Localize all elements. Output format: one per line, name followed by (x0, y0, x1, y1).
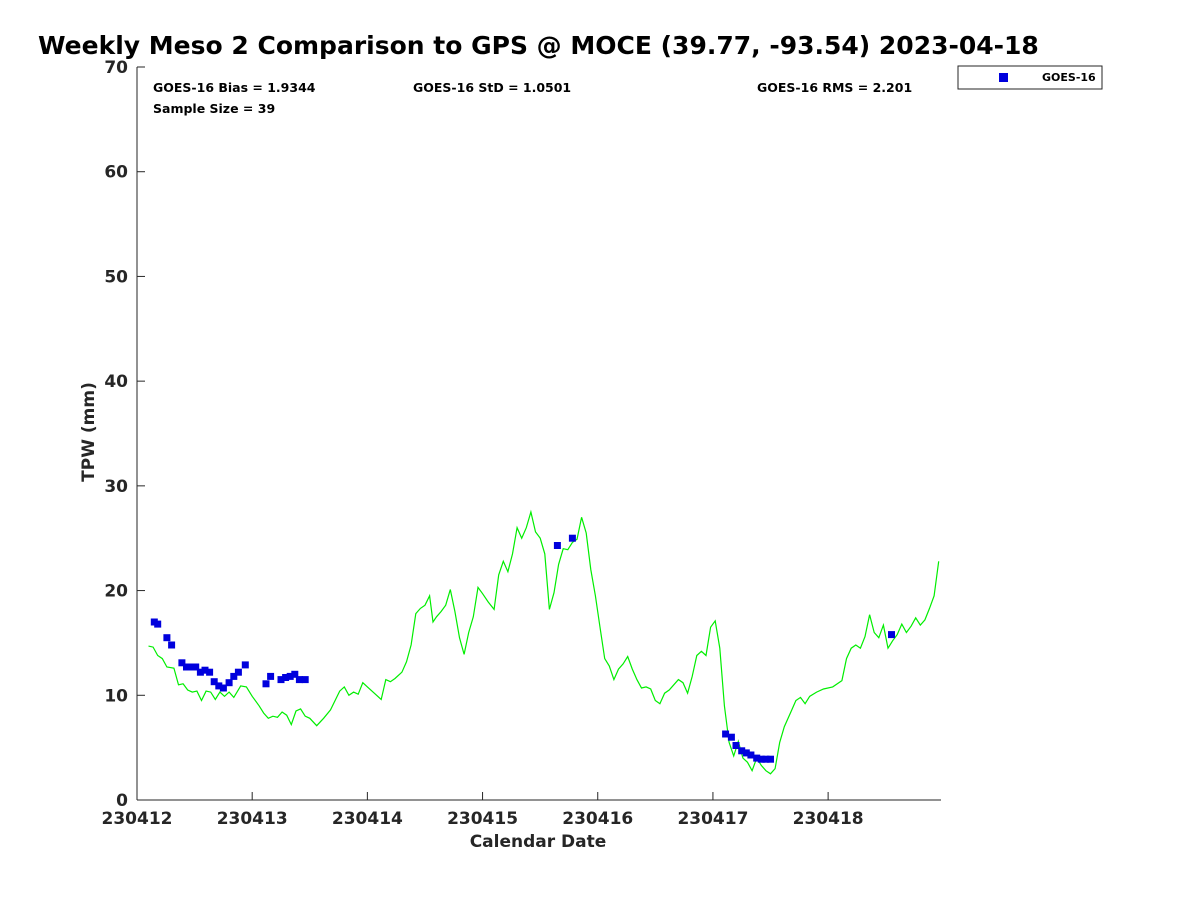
legend-marker-goes16 (999, 73, 1008, 82)
goes-16-point (553, 542, 561, 549)
legend-label-goes16: GOES-16 (1042, 71, 1096, 84)
goes-16-point (163, 634, 171, 642)
bias-stat: GOES-16 Bias = 1.9344 (153, 80, 316, 95)
goes-16-point (277, 676, 285, 684)
gps-line (148, 509, 940, 775)
y-tick-label: 10 (104, 686, 128, 706)
goes-16-point (762, 755, 770, 763)
goes-16-point (215, 682, 223, 690)
goes-16-point (196, 668, 204, 676)
goes-16-point (178, 659, 186, 667)
x-tick-label: 230412 (102, 809, 173, 829)
legend-box (957, 65, 1103, 90)
x-tick-label: 230415 (447, 809, 518, 829)
x-tick-label: 230418 (793, 809, 864, 829)
goes-16-point (187, 663, 195, 671)
goes-16-point (241, 661, 249, 669)
y-tick-label: 30 (104, 477, 128, 497)
x-tick-label: 230414 (332, 809, 403, 829)
std-stat: GOES-16 StD = 1.0501 (413, 80, 571, 95)
goes-16-point (286, 672, 294, 680)
goes-16-point (767, 755, 774, 763)
sample-size-stat: Sample Size = 39 (153, 101, 275, 116)
goes-16-point (225, 679, 233, 687)
goes-16-point (301, 676, 309, 684)
goes-16-point (888, 631, 895, 639)
y-axis-label: TPW (mm) (79, 382, 99, 482)
legend: GOES-16 (957, 65, 1103, 90)
goes-16-point (732, 742, 740, 749)
plot-area (148, 509, 940, 775)
goes-16-point (230, 672, 238, 680)
x-tick-label: 230416 (562, 809, 633, 829)
goes-16-point (192, 663, 200, 671)
y-tick-label: 50 (104, 267, 128, 287)
goes-16-point (201, 666, 209, 674)
goes-16-point (747, 751, 755, 759)
x-tick-label: 230417 (677, 809, 748, 829)
goes-16-point (722, 730, 730, 738)
goes-16-point (262, 680, 270, 688)
x-tick-label: 230413 (217, 809, 288, 829)
goes-16-point (738, 747, 746, 755)
goes-16-point (154, 620, 162, 628)
y-tick-label: 20 (104, 582, 128, 602)
goes-16-point (753, 754, 761, 762)
goes-16-point (568, 534, 576, 542)
goes-16-point (757, 755, 765, 763)
axes: 0 10 20 30 40 50 60 70 230412 230413 230414 230415 2… (102, 58, 941, 829)
goes-16-point (210, 678, 218, 686)
goes-16-point (219, 684, 227, 692)
y-tick-label: 60 (104, 163, 128, 183)
goes-16-point (206, 668, 214, 676)
x-axis-label: Calendar Date (470, 832, 607, 852)
goes-16-point (234, 668, 242, 676)
y-tick-label: 40 (104, 372, 128, 392)
goes-16-point (282, 674, 290, 681)
rms-stat: GOES-16 RMS = 2.201 (757, 80, 912, 95)
y-tick-label: 70 (104, 58, 128, 78)
goes-16-point (183, 663, 190, 671)
y-tick-label: 0 (116, 791, 128, 811)
chart-title: Weekly Meso 2 Comparison to GPS @ MOCE (… (38, 31, 1039, 60)
goes-16-point (267, 672, 275, 680)
goes-16-point (295, 676, 303, 684)
goes-16-point (291, 670, 299, 678)
goes-16-point (168, 641, 176, 649)
goes-16-point (727, 733, 735, 741)
goes-16-point (742, 749, 750, 757)
